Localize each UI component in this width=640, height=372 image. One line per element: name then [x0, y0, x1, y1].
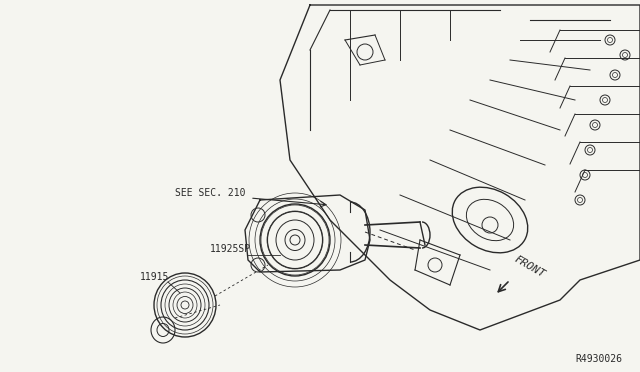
Text: FRONT: FRONT — [513, 254, 547, 280]
Text: 11925SP: 11925SP — [210, 244, 251, 254]
Text: 11915: 11915 — [140, 272, 170, 282]
Text: SEE SEC. 210: SEE SEC. 210 — [175, 188, 246, 198]
Text: R4930026: R4930026 — [575, 354, 622, 364]
